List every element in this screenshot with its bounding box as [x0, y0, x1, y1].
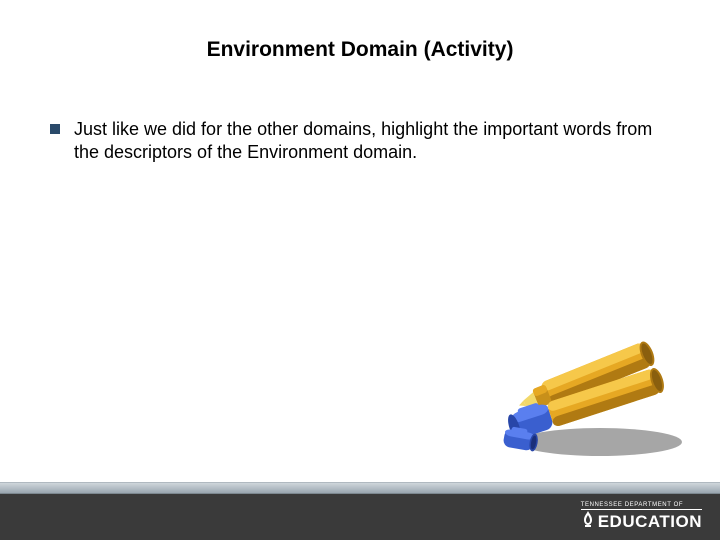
bullet-list: Just like we did for the other domains, …	[50, 118, 680, 165]
flame-icon	[581, 511, 595, 532]
slide: Environment Domain (Activity) Just like …	[0, 0, 720, 540]
bullet-marker-icon	[50, 124, 60, 134]
bullet-item: Just like we did for the other domains, …	[50, 118, 680, 165]
bullet-text: Just like we did for the other domains, …	[74, 118, 680, 165]
education-logo: TENNESSEE DEPARTMENT OF EDUCATION	[581, 502, 702, 532]
logo-dept-line: TENNESSEE DEPARTMENT OF	[581, 502, 702, 510]
footer-bar: TENNESSEE DEPARTMENT OF EDUCATION	[0, 494, 720, 540]
logo-main-text: EDUCATION	[598, 512, 702, 532]
footer-divider-band	[0, 482, 720, 494]
logo-main-line: EDUCATION	[581, 511, 702, 532]
slide-title: Environment Domain (Activity)	[0, 38, 720, 62]
highlighter-markers-graphic	[490, 320, 690, 460]
